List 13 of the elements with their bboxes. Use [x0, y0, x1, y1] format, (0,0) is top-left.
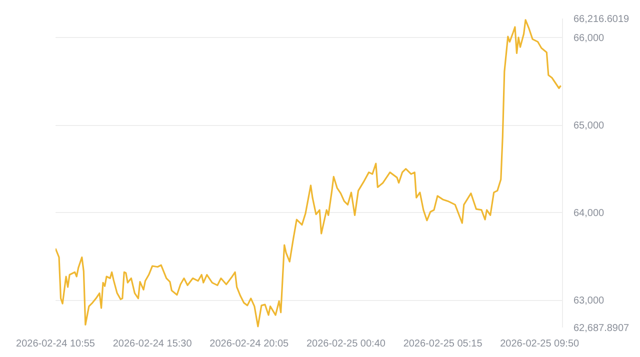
y-tick-label: 66,000	[574, 32, 605, 44]
x-tick-label: 2026-02-25 00:40	[306, 338, 386, 350]
y-tick-label: 64,000	[574, 208, 605, 220]
x-tick-label: 2026-02-24 20:05	[210, 338, 290, 350]
y-tick-label: 66,216.6019	[574, 14, 630, 25]
y-tick-label: 62,687.8907	[574, 323, 630, 334]
y-tick-label: 63,000	[574, 296, 605, 307]
x-tick-label: 2026-02-24 15:30	[112, 338, 192, 350]
line-series	[56, 19, 562, 328]
x-tick-label: 2026-02-25 05:15	[403, 338, 483, 350]
x-tick-label: 2026-02-24 10:55	[16, 338, 96, 350]
y-tick-label: 65,000	[574, 120, 605, 132]
x-tick-label: 2026-02-25 09:50	[500, 338, 580, 350]
